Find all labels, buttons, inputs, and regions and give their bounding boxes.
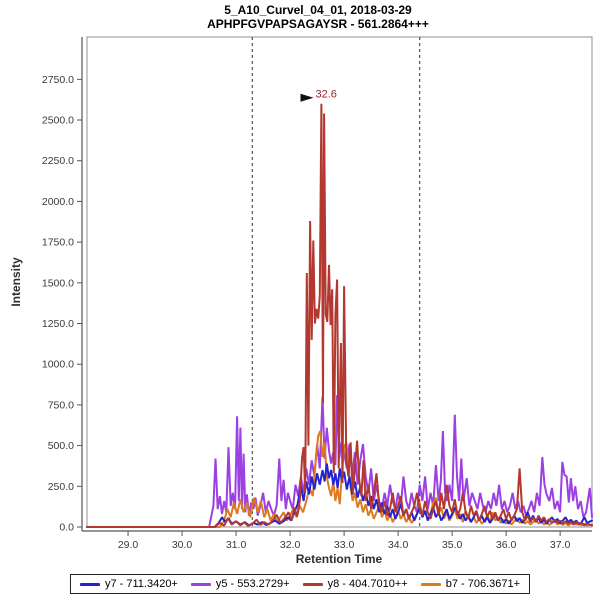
x-axis-title: Retention Time [295, 552, 383, 566]
chart-title: 5_A10_Curvel_04_01, 2018-03-29 [224, 3, 412, 17]
legend-line-swatch-icon [420, 582, 441, 586]
x-tick-label: 32.0 [280, 539, 301, 551]
trace-b7 [86, 430, 593, 528]
x-tick-label: 31.0 [226, 539, 247, 551]
y-axis-title: Intensity [9, 257, 23, 307]
legend-item-y7: y7 - 711.3420+ [79, 578, 178, 590]
legend: y7 - 711.3420+ y5 - 553.2729+ y8 - 404.701… [69, 574, 531, 594]
y-tick-label: 0.0 [59, 522, 74, 534]
x-tick-label: 37.0 [550, 539, 571, 551]
x-tick-label: 34.0 [388, 539, 409, 551]
peptide-subtitle: APHPFGVPAPSAGAYSR - 561.2864+++ [207, 17, 429, 31]
y-tick-label: 1750.0 [42, 237, 74, 249]
x-tick-label: 29.0 [118, 539, 139, 551]
y-tick-label: 1250.0 [42, 318, 74, 330]
chart-title-block: 5_A10_Curvel_04_01, 2018-03-29 APHPFGVPA… [207, 3, 429, 31]
y-tick-label: 2750.0 [42, 74, 74, 86]
peak-rt-label: 32.6 [315, 89, 336, 101]
y-tick-label: 250.0 [48, 481, 74, 493]
legend-label: b7 - 706.3671+ [445, 578, 521, 590]
y-tick-label: 750.0 [48, 399, 74, 411]
x-tick-label: 35.0 [442, 539, 463, 551]
legend-label: y5 - 553.2729+ [215, 578, 290, 590]
x-tick-label: 30.0 [172, 539, 193, 551]
legend-label: y7 - 711.3420+ [104, 578, 178, 590]
trace-y8 [86, 103, 593, 528]
y-tick-label: 1500.0 [42, 277, 74, 289]
y-tick-label: 2000.0 [42, 196, 74, 208]
x-tick-label: 33.0 [334, 539, 355, 551]
legend-item-y5: y5 - 553.2729+ [190, 578, 290, 590]
y-tick-label: 500.0 [48, 440, 74, 452]
legend-line-swatch-icon [79, 582, 100, 586]
y-tick-label: 2250.0 [42, 155, 74, 167]
x-tick-label: 36.0 [496, 539, 517, 551]
y-tick-label: 1000.0 [42, 359, 74, 371]
legend-item-y8: y8 - 404.7010++ [302, 578, 408, 590]
y-tick-label: 2500.0 [42, 115, 74, 127]
legend-label: y8 - 404.7010++ [327, 578, 408, 590]
peak-pointer-icon [300, 93, 314, 102]
legend-line-swatch-icon [190, 582, 211, 586]
legend-item-b7: b7 - 706.3671+ [420, 578, 521, 590]
legend-line-swatch-icon [302, 582, 323, 586]
